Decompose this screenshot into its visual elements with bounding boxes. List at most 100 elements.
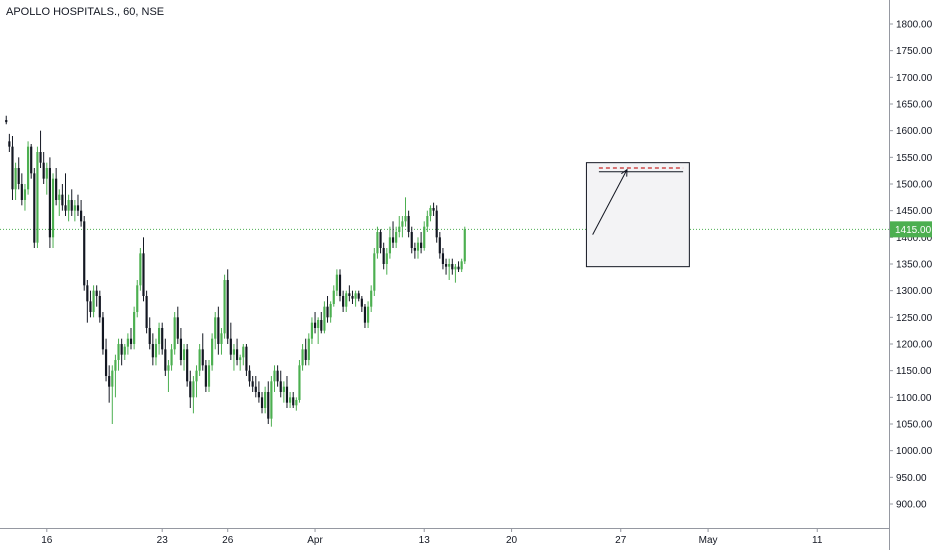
candle-body [295,400,298,406]
last-price-tag-bg [890,221,932,238]
price-tick-label: 1800.00 [896,20,932,31]
candle-body [95,290,98,296]
last-price-tag: 1415.00 [890,221,932,238]
candle-body [326,306,329,318]
candle-body [211,338,214,366]
projection-box[interactable] [585,162,690,268]
candle-body [214,317,217,339]
candle-body [416,242,420,251]
candle-body [142,253,145,296]
candle-body [444,264,448,267]
candle-body [360,298,363,307]
candle-body [33,173,36,243]
projection-arrow[interactable] [592,169,628,235]
candle-body [11,146,14,190]
candle-body [317,320,320,328]
candle-body [282,386,285,392]
candle-body [348,293,351,296]
time-axis[interactable]: 16 23 26 Apr 13 20 27 May 11 [41,528,823,546]
candle-body [92,290,95,312]
candle-body [363,306,367,323]
candle-body [192,381,195,398]
candle-body [161,328,164,350]
candle-body [313,322,317,328]
candle-body [101,317,105,350]
candle-body [195,370,198,382]
candle-body [120,344,123,355]
time-tick-label: 20 [506,535,518,546]
candle-body [173,317,176,350]
candle-body [39,152,42,163]
candle-body [438,237,441,254]
candle-body [388,237,392,254]
candle-body [298,365,301,400]
price-tick-label: 1650.00 [896,100,932,111]
candle-body [463,229,466,262]
last-price-tag-label: 1415.00 [895,225,932,236]
candle-body [276,370,279,382]
candle-body [441,253,445,264]
price-tick-label: 1200.00 [896,340,932,351]
candle-body [354,293,357,299]
price-tick-label: 1050.00 [896,420,932,431]
time-tick-label: 26 [222,535,234,546]
candle-body [176,317,179,339]
candle-body [98,296,101,318]
candle-body [398,226,401,232]
time-tick-label: 23 [157,535,169,546]
candle-body [51,178,55,238]
candle-body [260,397,264,408]
drawings-layer[interactable] [585,162,690,268]
candle-body [429,208,432,216]
candle-body [151,344,154,358]
candle-body [279,381,282,392]
candle-body [432,208,435,211]
candle-body [413,248,416,251]
price-tick-label: 1450.00 [896,206,932,217]
candle-body [86,285,89,302]
candle-body [242,346,245,358]
candle-body [148,328,151,344]
candle-body [376,232,379,254]
candle-body [329,304,332,318]
candle-body [136,285,139,312]
price-axis[interactable]: 1800.00 1750.00 1700.00 1650.00 1600.00 1550.… [889,20,932,511]
candle-body [385,253,388,264]
candle-body [73,205,76,211]
candle-body [304,349,307,360]
candle-body [391,237,395,243]
candle-body [154,344,158,358]
candle-body [257,392,260,398]
price-tick-label: 1500.00 [896,180,932,191]
candle-body [320,320,323,331]
candle-body [126,338,129,347]
candle-body [217,317,220,344]
candle-body [404,216,407,222]
candle-body [373,253,376,291]
candle-body [220,333,223,344]
candle-body [245,346,248,371]
arrow-head-icon [621,168,628,177]
price-tick-label: 1550.00 [896,153,932,164]
candle-body [307,338,310,360]
candle-body [223,280,226,334]
candle-body [48,168,52,238]
candle-body [379,232,382,248]
candle-body [186,349,189,382]
price-tick-label: 1300.00 [896,286,932,297]
candle-body [423,226,426,248]
time-tick-label: 11 [812,535,823,546]
candle-body [332,290,335,304]
candle-body [67,200,70,211]
candle-body [366,306,370,323]
time-tick-label: May [699,535,718,546]
candle-body [111,370,114,387]
candle-body [254,386,257,392]
candle-body [410,232,413,248]
candle-body [58,194,61,200]
candle-body [204,365,207,387]
candle-body [179,338,183,360]
candle-body [104,349,108,376]
candle-body [129,338,133,344]
